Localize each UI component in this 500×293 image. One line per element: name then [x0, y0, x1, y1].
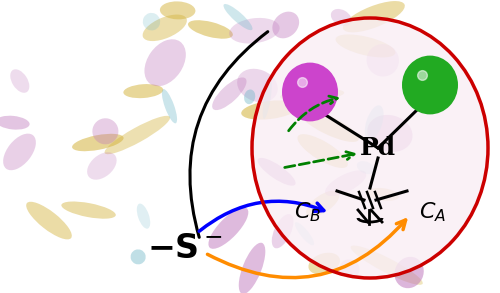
Text: Pd: Pd	[360, 136, 396, 160]
Ellipse shape	[92, 118, 118, 144]
Ellipse shape	[124, 84, 163, 98]
Ellipse shape	[394, 257, 424, 288]
Ellipse shape	[104, 116, 170, 154]
Ellipse shape	[343, 1, 405, 33]
Ellipse shape	[299, 109, 359, 142]
Ellipse shape	[87, 152, 117, 180]
Ellipse shape	[72, 134, 124, 151]
Ellipse shape	[188, 20, 233, 39]
Ellipse shape	[130, 249, 146, 264]
Ellipse shape	[366, 188, 400, 201]
Ellipse shape	[144, 39, 186, 86]
Ellipse shape	[26, 202, 72, 239]
Text: $\mathbf{-S}^-$: $\mathbf{-S}^-$	[147, 231, 223, 265]
Ellipse shape	[142, 15, 187, 41]
Ellipse shape	[336, 35, 396, 57]
Ellipse shape	[340, 259, 359, 278]
Ellipse shape	[237, 69, 278, 102]
Ellipse shape	[10, 69, 29, 93]
Ellipse shape	[402, 56, 458, 114]
Ellipse shape	[239, 243, 266, 293]
Ellipse shape	[357, 161, 374, 174]
Ellipse shape	[331, 9, 351, 26]
Ellipse shape	[143, 13, 160, 30]
Ellipse shape	[162, 89, 177, 123]
Ellipse shape	[137, 204, 150, 229]
Ellipse shape	[366, 44, 399, 76]
Ellipse shape	[308, 253, 340, 275]
Ellipse shape	[224, 4, 252, 30]
Ellipse shape	[306, 190, 340, 217]
Ellipse shape	[298, 134, 348, 168]
Ellipse shape	[272, 214, 293, 248]
Ellipse shape	[325, 170, 366, 196]
Text: $C_B$: $C_B$	[294, 200, 321, 224]
Ellipse shape	[350, 246, 423, 285]
Ellipse shape	[295, 222, 314, 245]
Ellipse shape	[252, 18, 488, 278]
Ellipse shape	[229, 18, 280, 44]
Ellipse shape	[280, 88, 344, 101]
Ellipse shape	[241, 100, 298, 120]
Ellipse shape	[212, 77, 246, 110]
Ellipse shape	[0, 116, 30, 130]
Ellipse shape	[244, 89, 256, 104]
Ellipse shape	[208, 207, 248, 249]
Text: $C_A$: $C_A$	[419, 200, 446, 224]
Ellipse shape	[160, 1, 196, 19]
Ellipse shape	[62, 202, 116, 219]
Ellipse shape	[262, 80, 272, 119]
Ellipse shape	[272, 12, 299, 38]
Ellipse shape	[258, 158, 296, 186]
Ellipse shape	[3, 134, 36, 170]
Ellipse shape	[368, 115, 412, 152]
Ellipse shape	[364, 105, 384, 141]
Ellipse shape	[282, 63, 338, 121]
